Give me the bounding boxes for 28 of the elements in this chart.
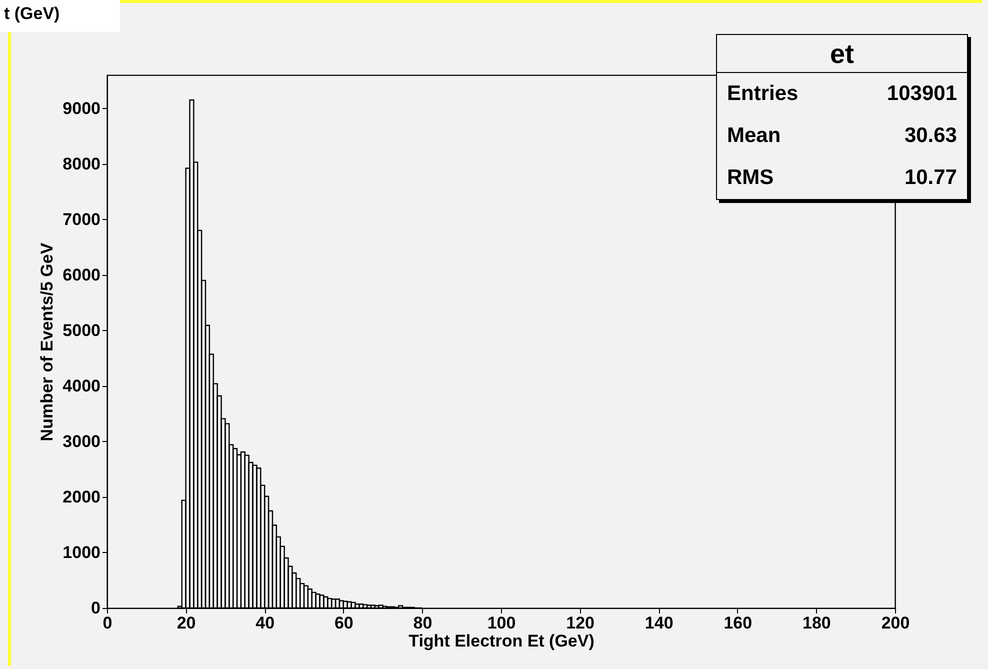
y-tick-label: 4000 xyxy=(62,376,100,396)
y-tick-label: 2000 xyxy=(62,487,100,506)
y-tick-label: 1000 xyxy=(62,542,100,562)
y-tick-label: 0 xyxy=(91,598,100,618)
x-axis-title: Tight Electron Et (GeV) xyxy=(408,632,594,650)
x-tick-label: 200 xyxy=(881,614,910,632)
y-tick-label: 9000 xyxy=(62,98,100,118)
x-tick-label: 180 xyxy=(802,614,831,632)
x-tick-label: 100 xyxy=(487,614,516,632)
y-tick-label: 5000 xyxy=(62,320,100,340)
x-tick-label: 20 xyxy=(176,614,196,632)
y-axis-title: Number of Events/5 GeV xyxy=(38,242,57,442)
x-tick-label: 80 xyxy=(413,614,432,632)
x-tick-label: 0 xyxy=(102,614,112,632)
y-tick-label: 8000 xyxy=(62,154,100,174)
text: Entries 103901 xyxy=(727,82,957,105)
text: RMS 10.77 xyxy=(727,166,957,189)
x-tick-label: 140 xyxy=(644,614,674,632)
y-tick-label: 3000 xyxy=(62,432,100,451)
x-tick-label: 120 xyxy=(566,614,594,632)
x-tick-label: 40 xyxy=(256,614,275,632)
text: et xyxy=(717,35,967,73)
x-tick-label: 60 xyxy=(334,614,354,632)
y-tick-label: 6000 xyxy=(62,265,100,284)
text: Mean 30.63 xyxy=(727,124,957,147)
x-tick-label: 160 xyxy=(724,614,752,632)
y-tick-label: 7000 xyxy=(62,210,100,229)
chart-title: t (GeV) xyxy=(0,0,120,32)
